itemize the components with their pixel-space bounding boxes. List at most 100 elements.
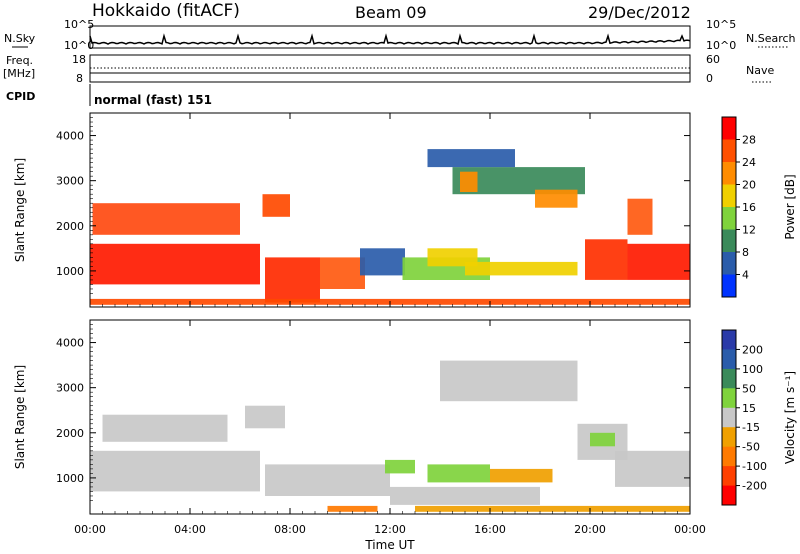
y-tick-label-0: 1000 xyxy=(56,265,84,278)
x-tick-label-5: 20:00 xyxy=(574,523,606,536)
freq-label: Freq. xyxy=(6,54,33,67)
freq-frame xyxy=(89,54,691,83)
colorbar-tick-label-4: 20 xyxy=(742,179,756,192)
power-region-2 xyxy=(262,194,290,217)
y-tick-label-3: 4000 xyxy=(56,130,84,143)
colorbar-swatch-3 xyxy=(722,388,736,409)
colorbar-tick-label-2: 12 xyxy=(742,224,756,237)
power-region-7 xyxy=(427,248,478,267)
colorbar-tick-label-7: -200 xyxy=(742,480,767,493)
power-region-14 xyxy=(627,243,690,280)
cpid-label: CPID xyxy=(6,90,35,103)
velocity-region-8 xyxy=(440,360,578,402)
velocity-region-13 xyxy=(415,505,690,512)
power-data xyxy=(90,149,690,305)
colorbar-swatch-5 xyxy=(722,427,736,448)
colorbar-frame xyxy=(721,329,737,506)
cpid-row: CPID normal (fast) 151 xyxy=(6,84,212,107)
y-tick-label-1: 2000 xyxy=(56,427,84,440)
noise-left-tick-top: 10^5 xyxy=(64,18,94,31)
power-region-13 xyxy=(585,239,628,280)
x-tick-label-2: 08:00 xyxy=(274,523,306,536)
colorbar-swatch-1 xyxy=(722,349,736,370)
colorbar-swatch-2 xyxy=(722,368,736,389)
velocity-region-2 xyxy=(245,405,285,429)
y-tick-label-1: 2000 xyxy=(56,220,84,233)
colorbar-swatch-7 xyxy=(722,274,736,298)
power-region-3 xyxy=(265,257,320,303)
velocity-region-10 xyxy=(615,450,690,487)
x-tick-label-0: 00:00 xyxy=(74,523,106,536)
colorbar-swatch-3 xyxy=(722,184,736,208)
nsearch-label: N.Search xyxy=(746,32,796,45)
noise-panel: N.Sky 10^5 10^0 10^5 10^0 N.Search xyxy=(4,18,796,52)
colorbar-swatch-2 xyxy=(722,162,736,185)
colorbar-swatch-7 xyxy=(722,466,736,486)
colorbar-swatch-6 xyxy=(722,446,736,467)
colorbar-swatch-0 xyxy=(722,330,736,350)
y-tick-label-2: 3000 xyxy=(56,175,84,188)
power-region-4 xyxy=(320,257,365,289)
colorbar-tick-label-6: -100 xyxy=(742,460,767,473)
colorbar-tick-label-0: 4 xyxy=(742,269,749,282)
velocity-region-4 xyxy=(385,459,415,474)
power-region-12 xyxy=(427,149,515,168)
velocity-region-5 xyxy=(427,464,490,483)
colorbar-title: Power [dB] xyxy=(783,174,797,239)
colorbar-tick-label-3: 15 xyxy=(742,402,756,415)
noise-line xyxy=(89,33,691,46)
colorbar-swatch-5 xyxy=(722,229,736,253)
colorbar-title: Velocity [m s⁻¹] xyxy=(783,371,797,464)
colorbar-tick-label-3: 16 xyxy=(742,201,756,214)
velocity-region-1 xyxy=(102,414,228,442)
velocity-region-12 xyxy=(327,505,378,512)
x-tick-label-6: 00:00 xyxy=(674,523,706,536)
velocity-region-3 xyxy=(265,464,390,496)
colorbar-tick-label-1: 8 xyxy=(742,246,749,259)
colorbar-swatch-4 xyxy=(722,407,736,428)
velocity-axes: 1000 2000 3000 4000 00:00 04:00 08:00 12:00 16:0… xyxy=(13,319,706,536)
station-title: Hokkaido (fitACF) xyxy=(92,1,240,21)
y-axis-title: Slant Range [km] xyxy=(13,158,27,262)
colorbar-swatch-6 xyxy=(722,252,736,275)
velocity-panel: 1000 2000 3000 4000 00:00 04:00 08:00 12:00 16:0… xyxy=(13,319,797,536)
noise-right-tick-top: 10^5 xyxy=(706,18,736,31)
y-axis-title: Slant Range [km] xyxy=(13,365,27,469)
colorbar-tick-label-4: -15 xyxy=(742,421,760,434)
power-region-1 xyxy=(92,203,240,235)
y-tick-label-0: 1000 xyxy=(56,472,84,485)
nave-label: Nave xyxy=(746,64,774,77)
x-tick-label-3: 12:00 xyxy=(374,523,406,536)
power-region-11 xyxy=(535,189,578,208)
noise-right-tick-bottom: 10^0 xyxy=(706,39,736,52)
colorbar-tick-label-2: 50 xyxy=(742,382,756,395)
colorbar-swatch-4 xyxy=(722,207,736,230)
colorbar-swatch-1 xyxy=(722,139,736,163)
velocity-region-7 xyxy=(390,486,540,505)
power-region-8 xyxy=(465,261,578,276)
nsky-label: N.Sky xyxy=(4,32,36,45)
nave-tick-top: 60 xyxy=(706,53,720,66)
power-region-5 xyxy=(360,248,405,276)
colorbar-tick-label-6: 28 xyxy=(742,134,756,147)
power-region-0 xyxy=(90,243,260,285)
date-title: 29/Dec/2012 xyxy=(588,3,691,22)
beam-title: Beam 09 xyxy=(355,3,427,22)
power-region-10 xyxy=(460,171,478,192)
power-panel: 1000 2000 3000 4000 Slant Range [km] 4 8 12 16 2… xyxy=(13,112,797,308)
freq-tick-bottom: 8 xyxy=(76,72,83,85)
colorbar-tick-label-5: -50 xyxy=(742,441,760,454)
velocity-region-6 xyxy=(490,468,553,483)
x-tick-label-1: 04:00 xyxy=(174,523,206,536)
y-tick-label-2: 3000 xyxy=(56,382,84,395)
velocity-data xyxy=(90,360,690,512)
cpid-text: normal (fast) 151 xyxy=(94,93,212,107)
velocity-region-0 xyxy=(90,450,260,492)
freq-panel: Freq. [MHz] 18 8 60 0 Nave xyxy=(3,53,774,85)
colorbar-tick-label-5: 24 xyxy=(742,156,756,169)
colorbar-swatch-8 xyxy=(722,485,736,506)
velocity-colorbar: 200 100 50 15 -15 -50 -100 -200 Velocity [m s⁻¹] xyxy=(721,329,797,506)
nave-tick-bottom: 0 xyxy=(706,72,713,85)
freq-tick-top: 18 xyxy=(72,53,86,66)
